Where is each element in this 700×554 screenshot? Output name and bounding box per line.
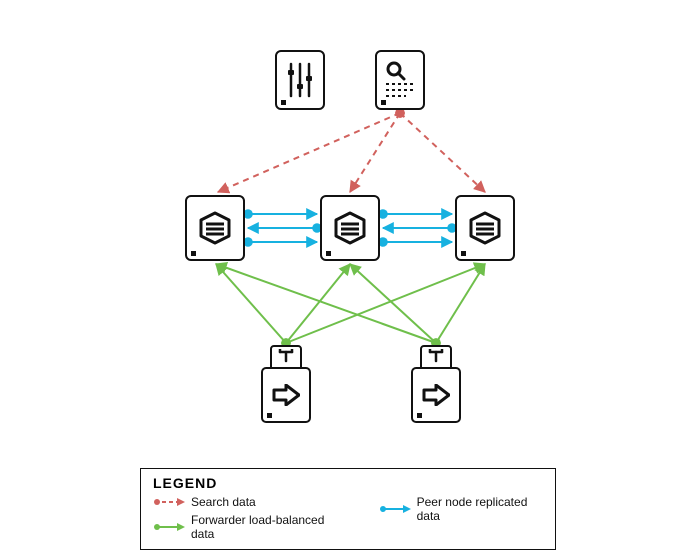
forwarder-body xyxy=(261,367,311,423)
legend-label: Forwarder load-balanced data xyxy=(191,513,339,541)
legend-swatch-search xyxy=(153,495,185,509)
legend-swatch-forwarder xyxy=(153,520,185,534)
indexer-icon xyxy=(333,211,367,245)
legend-label: Search data xyxy=(191,495,256,509)
peer-node-c xyxy=(455,195,515,261)
peer-node-a xyxy=(185,195,245,261)
forwarder-edges xyxy=(216,264,485,343)
legend-row-peer: Peer node replicated data xyxy=(379,495,543,523)
search-head-node xyxy=(375,50,425,110)
forward-arrow-icon xyxy=(272,384,300,406)
forwarder-1 xyxy=(261,345,311,423)
indexer-icon xyxy=(198,211,232,245)
sliders-icon xyxy=(286,62,314,98)
searchhead-icon xyxy=(384,60,416,100)
legend-swatch-peer xyxy=(379,502,411,516)
legend-row-search: Search data xyxy=(153,495,339,509)
peer-node-b xyxy=(320,195,380,261)
diagram-stage: LEGEND Search data xyxy=(0,0,700,554)
forwarder-body xyxy=(411,367,461,423)
indexer-icon xyxy=(468,211,502,245)
search-edges xyxy=(218,113,485,192)
legend-row-forwarder: Forwarder load-balanced data xyxy=(153,513,339,541)
legend-box: LEGEND Search data xyxy=(140,468,556,550)
master-node xyxy=(275,50,325,110)
legend-title: LEGEND xyxy=(153,475,543,491)
legend-label: Peer node replicated data xyxy=(417,495,543,523)
forward-arrow-icon xyxy=(422,384,450,406)
forwarder-2 xyxy=(411,345,461,423)
